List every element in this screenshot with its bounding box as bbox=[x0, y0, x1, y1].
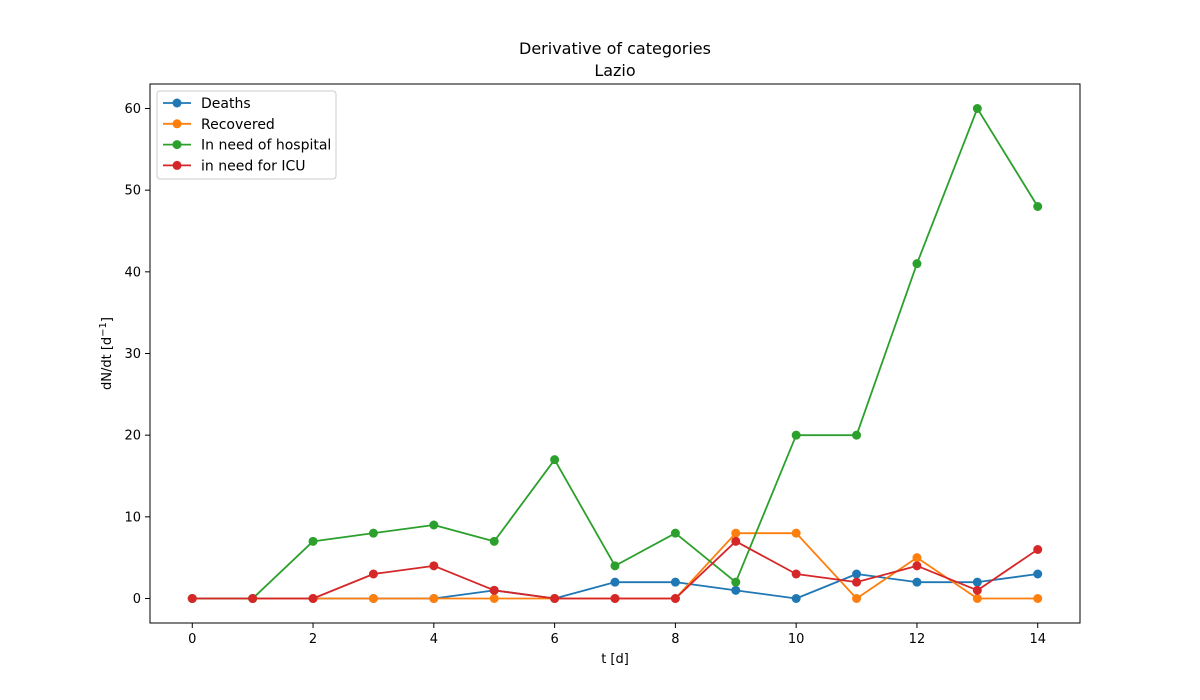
data-point bbox=[610, 561, 620, 571]
legend-marker bbox=[172, 140, 182, 150]
legend-marker bbox=[172, 160, 182, 170]
legend-label: In need of hospital bbox=[201, 138, 331, 154]
data-point bbox=[489, 594, 499, 603]
data-point bbox=[1033, 594, 1043, 603]
x-tick-label: 6 bbox=[550, 632, 558, 647]
data-point bbox=[972, 594, 982, 603]
data-point bbox=[731, 577, 741, 587]
y-axis-label: dN/dt [d−1] bbox=[98, 317, 115, 390]
data-point bbox=[610, 577, 620, 587]
legend-label: Deaths bbox=[201, 96, 251, 112]
y-tick-label: 10 bbox=[124, 510, 141, 525]
series-in-need-of-hospital bbox=[187, 104, 1043, 603]
y-tick-label: 20 bbox=[124, 429, 141, 444]
data-point bbox=[610, 594, 620, 603]
x-tick-label: 10 bbox=[788, 632, 805, 647]
data-point bbox=[912, 259, 922, 269]
data-point bbox=[670, 528, 680, 538]
series-in-need-for-icu bbox=[187, 536, 1043, 603]
data-point bbox=[852, 577, 862, 587]
x-tick-label: 8 bbox=[671, 632, 679, 647]
data-point bbox=[429, 594, 439, 603]
data-point bbox=[791, 569, 801, 579]
x-tick-label: 4 bbox=[430, 632, 438, 647]
y-tick-label: 50 bbox=[124, 184, 141, 199]
data-point bbox=[550, 594, 560, 603]
x-tick-label: 12 bbox=[909, 632, 926, 647]
data-point bbox=[791, 594, 801, 603]
legend-label: in need for ICU bbox=[201, 158, 306, 174]
data-point bbox=[308, 594, 318, 603]
data-point bbox=[852, 430, 862, 440]
y-tick-label: 40 bbox=[124, 265, 141, 280]
data-point bbox=[791, 430, 801, 440]
data-point bbox=[187, 594, 197, 603]
data-point bbox=[912, 577, 922, 587]
data-point bbox=[852, 594, 862, 603]
y-tick-label: 30 bbox=[124, 347, 141, 362]
data-point bbox=[972, 104, 982, 113]
data-point bbox=[731, 585, 741, 595]
data-point bbox=[368, 594, 378, 603]
data-point bbox=[368, 569, 378, 579]
y-axis: 0 10 20 30 40 50 60 bbox=[124, 102, 150, 607]
chart-title: Derivative of categories bbox=[519, 39, 711, 58]
chart-subtitle: Lazio bbox=[594, 61, 635, 80]
data-point bbox=[308, 536, 318, 546]
data-point bbox=[852, 569, 862, 579]
legend-label: Recovered bbox=[201, 117, 275, 133]
data-point bbox=[912, 561, 922, 571]
data-point bbox=[429, 520, 439, 530]
data-point bbox=[1033, 569, 1043, 579]
legend-marker bbox=[172, 98, 182, 108]
data-point bbox=[791, 528, 801, 538]
x-axis: 0 2 4 6 8 10 12 14 bbox=[188, 623, 1046, 647]
data-point bbox=[550, 455, 560, 465]
plot-area bbox=[187, 104, 1043, 603]
x-tick-label: 2 bbox=[309, 632, 317, 647]
legend: Deaths Recovered In need of hospital in nee… bbox=[156, 90, 337, 180]
data-point bbox=[731, 528, 741, 538]
data-point bbox=[429, 561, 439, 571]
y-tick-label: 0 bbox=[133, 592, 141, 607]
x-tick-label: 0 bbox=[188, 632, 196, 647]
x-axis-label: t [d] bbox=[601, 652, 629, 667]
data-point bbox=[670, 594, 680, 603]
series-line-in-need-of-hospital bbox=[192, 107, 1039, 600]
legend-box bbox=[156, 90, 337, 180]
data-point bbox=[1033, 202, 1043, 211]
y-tick-label: 60 bbox=[124, 102, 141, 117]
data-point bbox=[368, 528, 378, 538]
data-point bbox=[972, 585, 982, 595]
legend-marker bbox=[172, 119, 182, 129]
data-point bbox=[912, 553, 922, 563]
data-point bbox=[670, 577, 680, 587]
x-tick-label: 14 bbox=[1029, 632, 1046, 647]
data-point bbox=[1033, 545, 1043, 554]
data-point bbox=[489, 585, 499, 595]
data-point bbox=[972, 577, 982, 587]
data-point bbox=[731, 536, 741, 546]
data-point bbox=[248, 594, 258, 603]
data-point bbox=[489, 536, 499, 546]
